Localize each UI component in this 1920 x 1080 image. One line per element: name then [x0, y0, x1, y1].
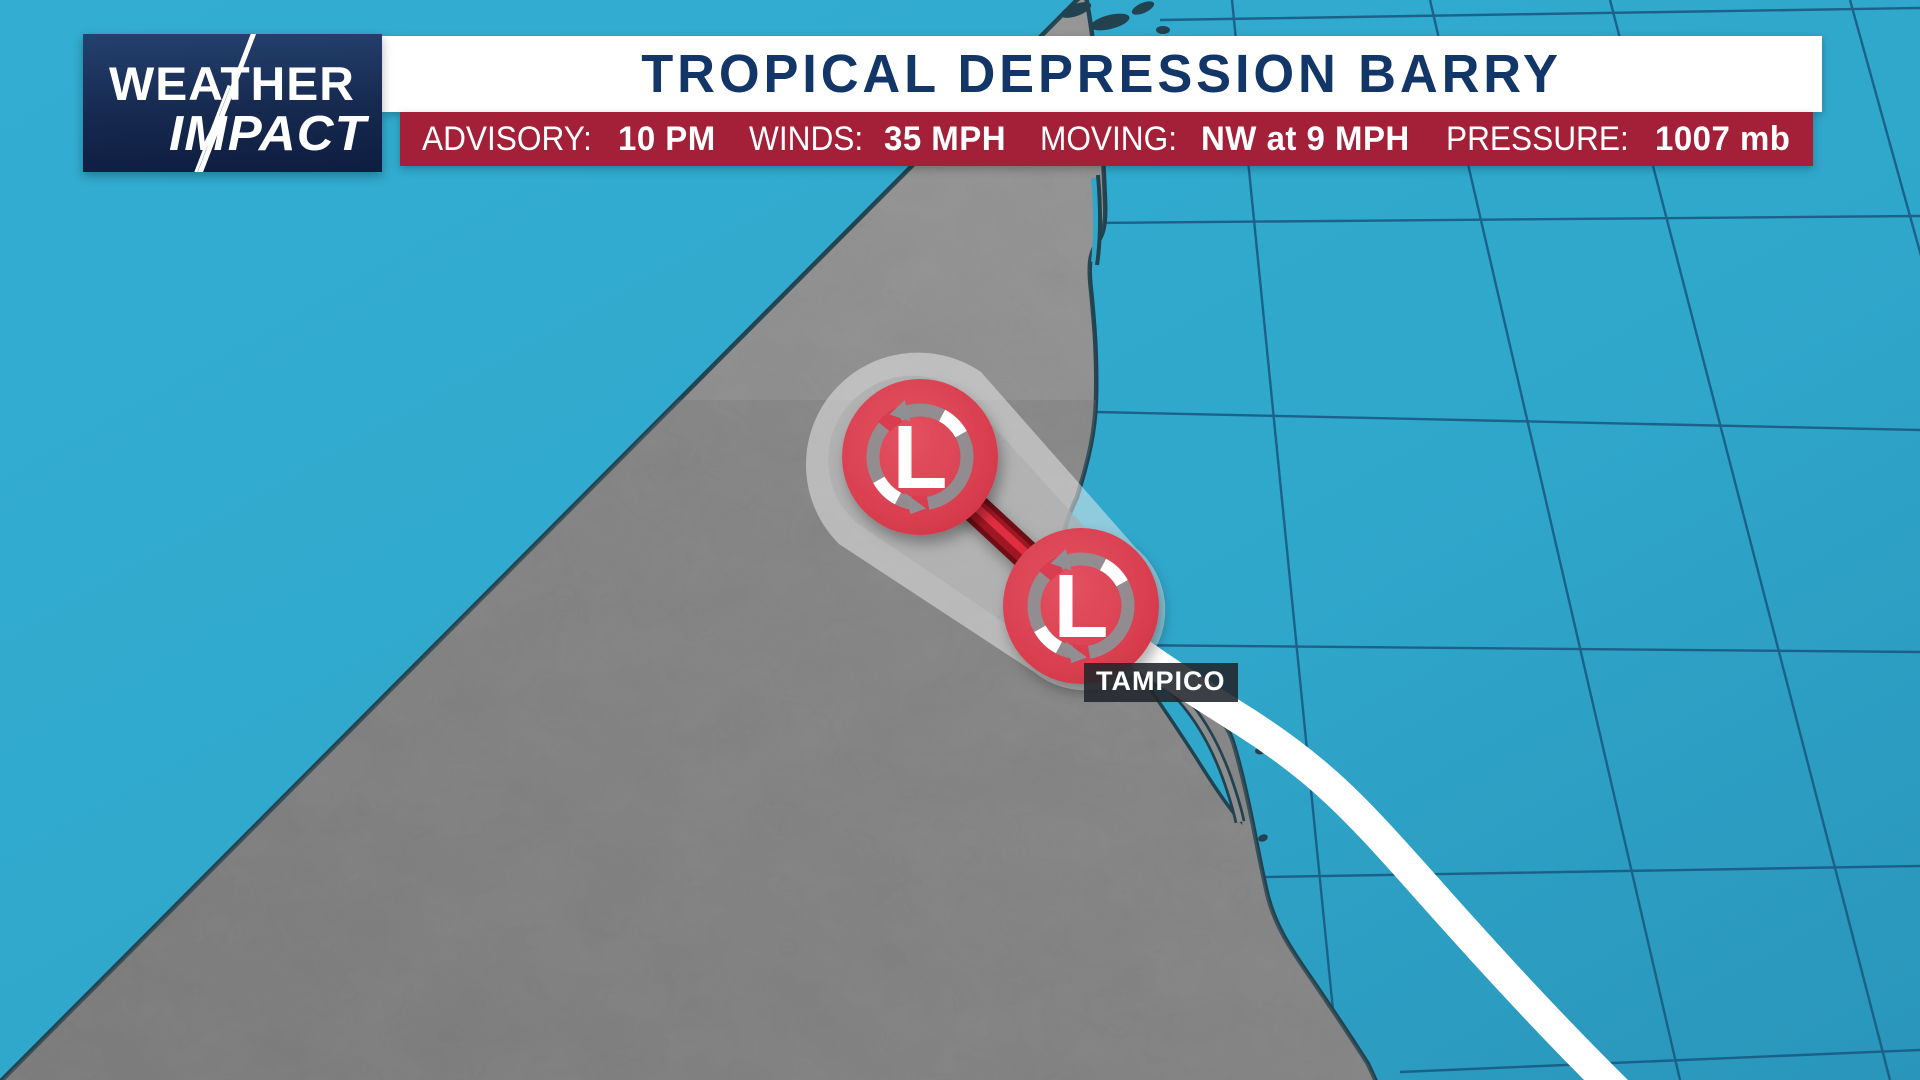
islands	[1060, 1, 1268, 842]
advisory-value: 10 PM	[617, 119, 716, 158]
city-label-tampico: TAMPICO	[1084, 663, 1238, 702]
barrier-island	[1091, 177, 1100, 263]
winds-label: WINDS:	[748, 119, 863, 158]
advisory-label: ADVISORY:	[422, 119, 592, 158]
advisory-stats-bar: ADVISORY: 10 PM WINDS: 35 MPH MOVING: NW…	[400, 112, 1813, 166]
winds-value: 35 MPH	[884, 119, 1007, 158]
brand-word-impact: IMPACT	[169, 107, 367, 161]
pressure-label: PRESSURE:	[1445, 119, 1629, 158]
station-brand-logo: WEATHER IMPACT	[83, 34, 382, 172]
storm-position-forecast	[842, 379, 998, 535]
movement-value: NW at 9 MPH	[1200, 119, 1410, 158]
storm-position-current	[1003, 528, 1159, 684]
pressure-stat: PRESSURE: 1007 mb	[1446, 120, 1795, 159]
advisory-time: ADVISORY: 10 PM	[422, 120, 718, 159]
map-grid	[1091, 0, 1920, 1080]
pressure-value: 1007 mb	[1655, 119, 1791, 158]
winds-stat: WINDS: 35 MPH	[749, 120, 1011, 159]
storm-title: TROPICAL DEPRESSION BARRY	[641, 44, 1563, 104]
headline-bar: TROPICAL DEPRESSION BARRY	[382, 36, 1822, 112]
movement-stat: MOVING: NW at 9 MPH	[1040, 120, 1416, 159]
movement-label: MOVING:	[1040, 119, 1178, 158]
